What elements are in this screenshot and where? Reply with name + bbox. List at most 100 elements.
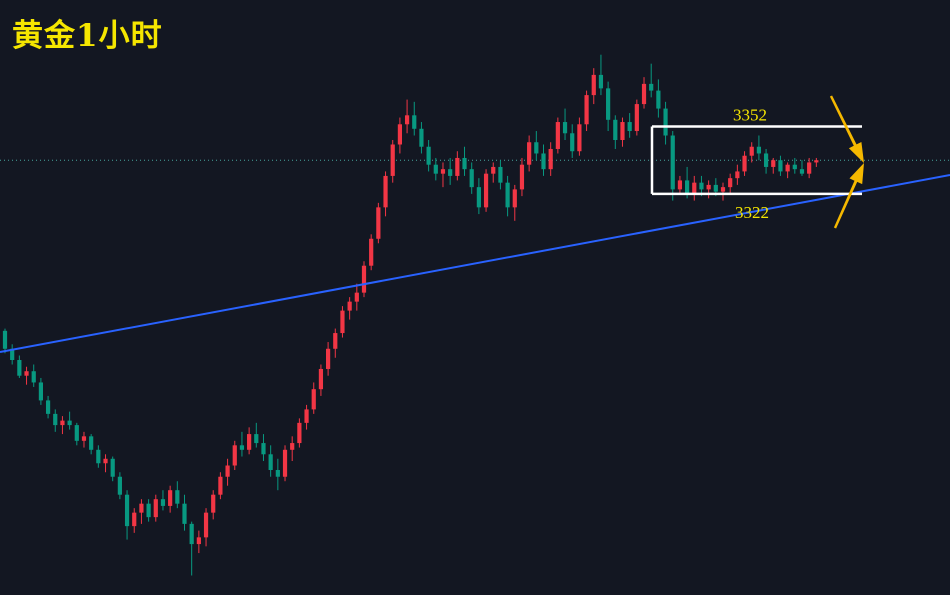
candle-body xyxy=(110,458,115,477)
candle-body xyxy=(203,512,209,538)
candle-body xyxy=(555,122,560,149)
candle-body xyxy=(455,157,460,176)
candle-body xyxy=(577,124,582,152)
candle-body xyxy=(117,476,122,495)
candle-body xyxy=(799,169,805,174)
candle-body xyxy=(685,180,690,194)
candle-body xyxy=(677,180,683,190)
candle-body xyxy=(340,310,345,334)
candle-body xyxy=(96,449,101,464)
chart-title: 黄金1小时 xyxy=(12,18,163,54)
candle-body xyxy=(663,108,668,136)
candle-body xyxy=(778,160,783,172)
range-upper-label: 3352 xyxy=(733,106,767,125)
candle-body xyxy=(326,348,331,369)
candle-body xyxy=(67,420,72,426)
candle-body xyxy=(756,146,761,154)
candle-body xyxy=(304,409,309,423)
candle-body xyxy=(103,458,108,464)
candle-body xyxy=(433,164,438,174)
candle-body xyxy=(239,445,245,450)
candle-body xyxy=(476,187,481,208)
candle-body xyxy=(749,146,754,156)
candle-body xyxy=(361,265,367,293)
candle-body xyxy=(297,422,302,444)
candle-body xyxy=(598,74,604,89)
candle-body xyxy=(720,187,726,192)
candle-body xyxy=(462,157,467,170)
candle-body xyxy=(17,360,22,376)
candle-body xyxy=(38,382,43,401)
candle-body xyxy=(268,454,273,470)
candle-body xyxy=(53,413,58,426)
candle-body xyxy=(728,178,733,188)
candle-body xyxy=(74,425,79,441)
candle-body xyxy=(60,420,65,426)
candle-body xyxy=(785,164,790,172)
candle-body xyxy=(354,292,359,302)
candle-body xyxy=(692,182,697,194)
candle-body xyxy=(247,434,252,450)
candle-body xyxy=(175,490,180,504)
candle-body xyxy=(390,144,395,176)
candle-body xyxy=(670,135,675,190)
candle-body xyxy=(318,368,324,390)
candle-body xyxy=(412,115,417,129)
candle-body xyxy=(440,169,446,174)
range-lower-label: 3322 xyxy=(735,203,769,222)
candle-body xyxy=(807,162,812,174)
candle-body xyxy=(132,512,137,527)
candle-body xyxy=(196,537,201,545)
candle-body xyxy=(232,445,237,466)
candle-body xyxy=(792,164,797,170)
candle-body xyxy=(369,238,374,266)
candle-body xyxy=(290,443,295,450)
candle-body xyxy=(498,166,503,183)
candle-body xyxy=(505,182,510,208)
candle-body xyxy=(383,175,388,208)
candle-body xyxy=(89,436,94,450)
candle-body xyxy=(275,470,280,477)
down-arrow-icon xyxy=(829,95,864,163)
candle-body xyxy=(548,148,553,170)
candle-body xyxy=(426,146,431,165)
candle-body xyxy=(211,494,216,513)
candle-body xyxy=(376,207,381,239)
candle-body xyxy=(512,189,517,208)
candle-body xyxy=(742,155,747,172)
up-arrow-icon xyxy=(833,163,864,229)
candle-body xyxy=(491,166,496,174)
candle-body xyxy=(584,95,589,125)
candle-body xyxy=(218,476,223,495)
candle-body xyxy=(469,169,474,188)
candle-body xyxy=(448,169,453,176)
candle-body xyxy=(282,449,288,477)
candle-body xyxy=(627,122,632,132)
candle-body xyxy=(771,160,776,167)
candle-body xyxy=(527,142,532,165)
candle-body xyxy=(153,499,158,518)
candle-body xyxy=(606,88,611,120)
trendline xyxy=(0,174,950,353)
candle-body xyxy=(713,184,718,192)
candle-body xyxy=(182,503,187,524)
candle-body xyxy=(483,173,489,208)
candle-body xyxy=(146,503,151,518)
candle-body xyxy=(814,160,819,163)
candle-body xyxy=(699,182,704,190)
candle-body xyxy=(333,333,338,349)
candle-body xyxy=(419,128,424,147)
candle-body xyxy=(706,184,711,190)
candle-body xyxy=(261,443,266,455)
candle-body xyxy=(735,171,740,179)
candle-body xyxy=(404,115,410,125)
candle-body xyxy=(347,301,352,311)
candle-body xyxy=(649,83,654,91)
candle-body xyxy=(519,164,525,190)
candle-body xyxy=(189,523,194,545)
candle-body xyxy=(81,436,87,441)
candle-body xyxy=(168,490,173,506)
candle-body xyxy=(397,124,402,145)
candle-body xyxy=(641,83,647,105)
